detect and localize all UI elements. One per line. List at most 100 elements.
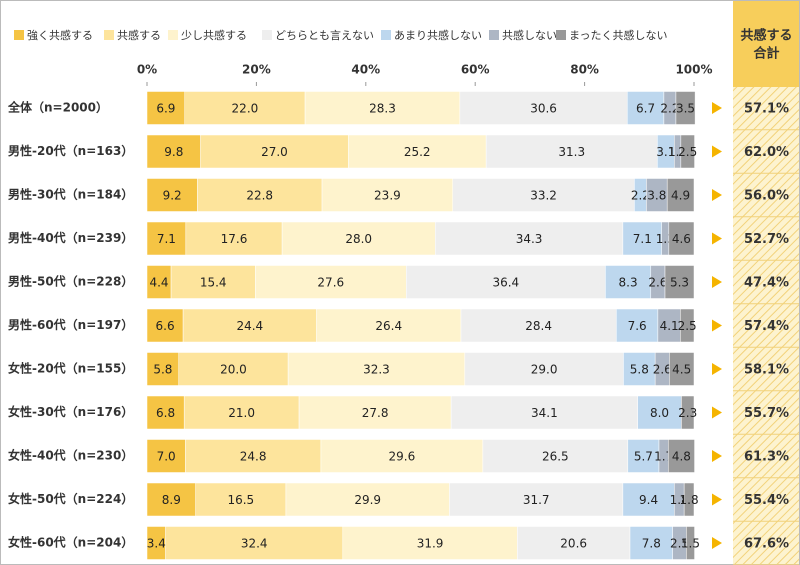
data-label: 27.0: [261, 145, 288, 159]
data-label: 7.6: [628, 319, 647, 333]
data-label: 4.6: [672, 232, 691, 246]
data-label: 7.1: [157, 232, 176, 246]
data-label: 5.7: [634, 450, 653, 464]
x-tick-label: 60%: [461, 63, 490, 77]
bar-segment: [664, 265, 695, 299]
data-label: 28.4: [525, 319, 552, 333]
data-label: 6.8: [156, 406, 175, 420]
arrow: [712, 319, 722, 332]
data-label: 4.1: [660, 319, 679, 333]
arrow: [712, 406, 722, 419]
bar-segment: [435, 221, 624, 256]
data-label: 5.8: [153, 363, 172, 377]
bar-segment: [627, 91, 665, 125]
bar-segment: [316, 308, 462, 343]
bar-segment: [683, 482, 695, 517]
legend-label: 共感する: [117, 29, 161, 42]
total-label: 57.1%: [744, 102, 789, 117]
bar-segment: [637, 395, 682, 430]
data-label: 22.0: [232, 102, 259, 116]
legend-label: あまり共感しない: [394, 29, 482, 42]
bar-segment: [680, 134, 695, 169]
data-label: 9.2: [163, 189, 182, 203]
data-label: 3.1: [656, 145, 675, 159]
bar-segment: [666, 178, 695, 212]
data-label: 36.4: [492, 276, 519, 290]
total-label: 61.3%: [744, 450, 789, 465]
bar-segment: [197, 178, 323, 212]
data-label: 7.0: [157, 450, 176, 464]
data-label: 16.5: [227, 493, 254, 507]
bar-segment: [195, 482, 287, 517]
bar-segment: [183, 395, 300, 430]
data-label: 34.3: [516, 232, 543, 246]
bar-segment: [616, 308, 659, 343]
data-label: 6.9: [156, 102, 175, 116]
row-label: 男性-30代（n=184）: [8, 187, 133, 202]
bar-segment: [304, 91, 461, 125]
bar-segment: [170, 265, 256, 299]
total-label: 58.1%: [744, 363, 789, 378]
row-label: 女性-40代（n=230）: [8, 448, 133, 463]
bar-segment: [287, 352, 466, 386]
bar-segment: [146, 439, 186, 473]
data-label: 8.3: [619, 276, 638, 290]
bar-segment: [146, 308, 184, 343]
total-label: 52.7%: [744, 232, 789, 247]
bar-segment: [668, 221, 695, 256]
bar-segment: [449, 482, 624, 517]
total-label: 47.4%: [744, 276, 789, 291]
data-label: 32.3: [363, 363, 390, 377]
bar-segment: [627, 439, 660, 473]
bar-segment: [460, 308, 617, 343]
data-label: 31.3: [558, 145, 585, 159]
data-label: 9.4: [639, 493, 658, 507]
legend-swatch: [168, 30, 178, 40]
totals-title: 合計: [753, 46, 779, 62]
data-label: 17.6: [221, 232, 248, 246]
legend-swatch: [381, 30, 391, 40]
bar-segment: [178, 352, 289, 386]
total-label: 67.6%: [744, 537, 789, 552]
bar-segment: [146, 395, 185, 430]
bar-segment: [185, 221, 283, 256]
x-tick-label: 100%: [675, 63, 712, 77]
bar-segment: [320, 439, 484, 473]
bar-segment: [622, 221, 662, 256]
arrow: [712, 145, 722, 158]
data-label: 2.6: [653, 363, 672, 377]
bar-segment: [485, 134, 658, 169]
arrow: [712, 537, 722, 549]
arrow: [712, 232, 722, 245]
data-label: 5.3: [670, 276, 689, 290]
bar-segment: [185, 439, 322, 473]
bar-segment: [669, 352, 695, 386]
data-label: 33.2: [530, 189, 557, 203]
row-label: 男性-40代（n=239）: [8, 230, 133, 245]
legend-swatch: [104, 30, 114, 40]
data-label: 29.6: [389, 450, 416, 464]
data-label: 26.5: [542, 450, 569, 464]
bar-segment: [452, 178, 635, 212]
data-label: 29.9: [354, 493, 381, 507]
data-label: 4.9: [671, 189, 690, 203]
legend-label: 強く共感する: [27, 29, 93, 42]
data-label: 25.2: [404, 145, 431, 159]
bar-segment: [623, 352, 656, 386]
bar-segment: [675, 91, 696, 125]
bar-segment: [680, 308, 695, 343]
totals-header: [733, 1, 799, 87]
data-label: 6.6: [156, 319, 175, 333]
total-label: 56.0%: [744, 189, 789, 204]
arrow: [712, 363, 722, 375]
bar-segment: [146, 178, 198, 212]
data-label: 1.5: [681, 537, 700, 551]
data-label: 6.7: [636, 102, 655, 116]
bar-segment: [146, 352, 179, 386]
data-label: 5.8: [630, 363, 649, 377]
data-label: 2.5: [678, 145, 697, 159]
bar-segment: [686, 526, 695, 560]
data-label: 22.8: [246, 189, 273, 203]
total-label: 55.4%: [744, 493, 789, 508]
legend-label: 少し共感する: [181, 29, 247, 42]
